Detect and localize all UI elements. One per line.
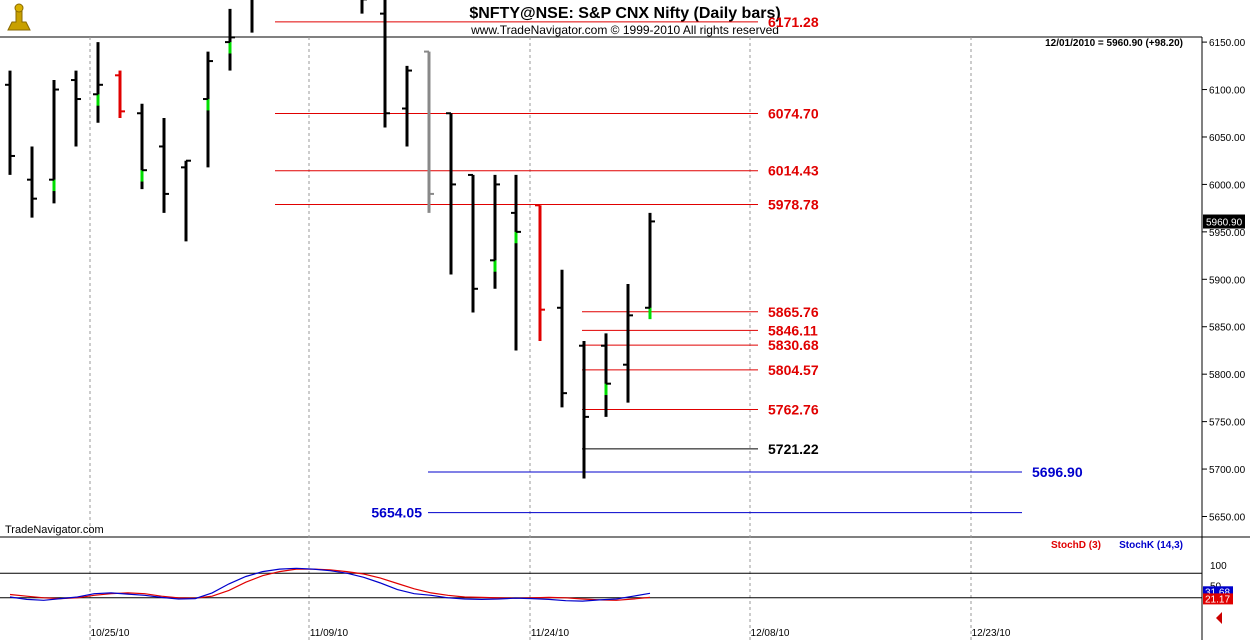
level-label: 5721.22 [768, 441, 819, 457]
watermark-text: TradeNavigator.com [5, 524, 104, 536]
x-tick-label: 12/08/10 [751, 628, 790, 639]
ohlc-bar [27, 146, 37, 218]
ohlc-bar [601, 333, 611, 417]
level-label: 5804.57 [768, 362, 819, 378]
ohlc-bar [71, 70, 81, 147]
level-label: 5865.76 [768, 304, 819, 320]
ohlc-bar [93, 42, 103, 123]
y-tick-label: 5750.00 [1209, 418, 1246, 429]
stoch-series-line [9, 567, 651, 602]
y-tick-label: 5700.00 [1209, 465, 1246, 476]
level-label: 5762.76 [768, 402, 819, 418]
ohlc-bar [535, 204, 545, 341]
ohlc-bar [5, 70, 15, 175]
y-tick-label: 6000.00 [1209, 180, 1246, 191]
level-label: 5846.11 [768, 322, 818, 338]
ohlc-bar [380, 0, 390, 128]
stochk-label: StochK (14,3) [1119, 540, 1183, 551]
y-tick-label: 6100.00 [1209, 86, 1246, 97]
ohlc-bar [49, 80, 59, 204]
ohlc-bar [225, 8, 235, 71]
ohlc-bar [468, 173, 478, 313]
level-label: 6171.28 [768, 14, 819, 30]
last-price-label: 5960.90 [1206, 218, 1243, 229]
level-label: 5978.78 [768, 197, 819, 213]
ohlc-bar [424, 50, 434, 213]
y-tick-label: 5850.00 [1209, 323, 1246, 334]
y-tick-label: 6150.00 [1209, 38, 1246, 49]
copyright-text: www.TradeNavigator.com © 1999-2010 All r… [470, 23, 779, 37]
x-tick-label: 11/09/10 [310, 628, 349, 639]
y-tick-label: 5950.00 [1209, 228, 1246, 239]
y-tick-label: 6200.00 [1209, 0, 1246, 2]
stochk-value-label: 31.68 [1205, 587, 1230, 598]
ohlc-bar [490, 174, 500, 289]
ohlc-bar [159, 118, 169, 213]
stochd-value-box [1203, 593, 1233, 605]
x-tick-label: 11/24/10 [531, 628, 570, 639]
last-quote-text: 12/01/2010 = 5960.90 (+98.20) [1045, 38, 1183, 49]
stochastic-pane: 10/25/10 11/09/10 11/24/10 12/08/10 12/23/10… [0, 561, 1233, 639]
ohlc-bar [557, 269, 567, 408]
level-label: 5654.05 [371, 505, 422, 521]
level-label: 5830.68 [768, 337, 819, 353]
y-tick-label: 5800.00 [1209, 370, 1246, 381]
ohlc-bar [645, 212, 655, 320]
y-tick-label: 5900.00 [1209, 275, 1246, 286]
level-label: 6074.70 [768, 106, 819, 122]
stoch-y-tick-label: 100 [1210, 561, 1227, 572]
stochd-label: StochD (3) [1051, 540, 1101, 551]
stochd-value-label: 21.17 [1205, 594, 1230, 605]
level-label: 6014.43 [768, 163, 819, 179]
ohlc-bar [511, 174, 521, 351]
ohlc-bar [402, 65, 412, 147]
tradenavigator-logo[interactable] [4, 3, 34, 32]
ohlc-bar [137, 103, 147, 190]
level-label: 5696.90 [1032, 464, 1083, 480]
last-price-box [1203, 214, 1245, 229]
ohlc-bar [115, 70, 125, 119]
ohlc-bar [446, 112, 456, 275]
ohlc-bar [181, 159, 191, 242]
ohlc-bar [579, 340, 589, 479]
ohlc-bar [250, 0, 254, 33]
ohlc-bar [203, 51, 213, 168]
x-tick-label: 12/23/10 [972, 628, 1011, 639]
stochk-value-box [1203, 586, 1233, 598]
scroll-left-arrow-icon[interactable] [1216, 612, 1222, 624]
y-tick-label: 6050.00 [1209, 133, 1246, 144]
chart-title: $NFTY@NSE: S&P CNX Nifty (Daily bars) [469, 5, 780, 22]
x-tick-label: 10/25/10 [91, 628, 130, 639]
y-tick-label: 5650.00 [1209, 513, 1246, 524]
ohlc-bar [623, 284, 633, 403]
